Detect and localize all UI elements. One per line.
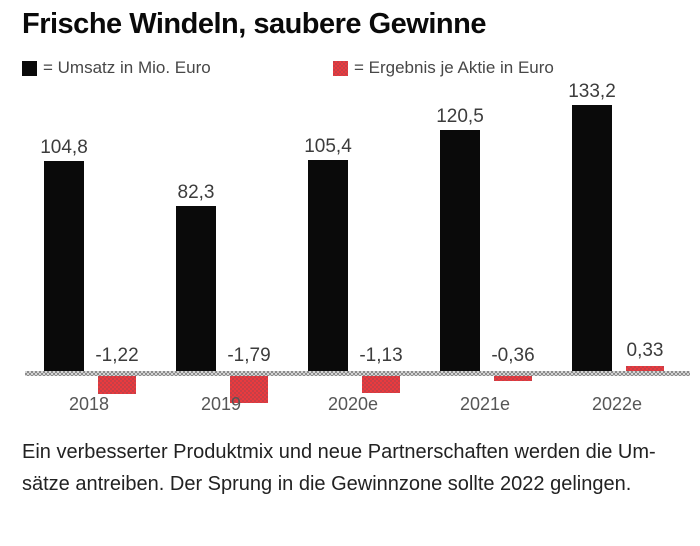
legend-item-umsatz: = Umsatz in Mio. Euro xyxy=(22,58,211,78)
umsatz-swatch-icon xyxy=(22,60,37,76)
umsatz-value-label: 82,3 xyxy=(177,182,215,203)
x-axis-label-2022e: 2022e xyxy=(591,394,643,414)
umsatz-bar-2020e xyxy=(308,160,348,371)
ergebnis-value-label: 0,33 xyxy=(626,340,664,361)
legend-label-umsatz: = Umsatz in Mio. Euro xyxy=(43,58,211,77)
x-axis-label-2021e: 2021e xyxy=(459,394,511,414)
umsatz-bar-2022e xyxy=(572,105,612,371)
ergebnis-value-label: -0,36 xyxy=(491,345,535,366)
x-axis-label-2019: 2019 xyxy=(200,394,242,414)
chart-caption: Ein verbesserter Produktmix und neue Par… xyxy=(22,436,684,500)
x-axis-label-2020e: 2020e xyxy=(327,394,379,414)
ergebnis-swatch-icon xyxy=(333,60,348,76)
caption-line-1: Ein verbesserter Produktmix und neue Par… xyxy=(22,441,656,463)
umsatz-bar-2019 xyxy=(176,206,216,371)
umsatz-bar-2018 xyxy=(44,161,84,371)
legend-label-ergebnis: = Ergebnis je Aktie in Euro xyxy=(354,58,554,77)
ergebnis-bar-2022e xyxy=(626,366,664,371)
umsatz-value-label: 104,8 xyxy=(40,137,88,158)
ergebnis-bar-2020e xyxy=(362,376,400,393)
zero-baseline xyxy=(25,371,690,376)
ergebnis-bar-2021e xyxy=(494,376,532,381)
ergebnis-value-label: -1,79 xyxy=(227,345,271,366)
umsatz-value-label: 133,2 xyxy=(568,81,616,102)
ergebnis-bar-2018 xyxy=(98,376,136,394)
caption-line-2: sätze antreiben. Der Sprung in die Gewin… xyxy=(22,473,632,495)
umsatz-value-label: 105,4 xyxy=(304,136,352,157)
legend-item-ergebnis: = Ergebnis je Aktie in Euro xyxy=(333,58,554,78)
ergebnis-value-label: -1,13 xyxy=(359,345,403,366)
ergebnis-bar-2019 xyxy=(230,376,268,403)
x-axis-label-2018: 2018 xyxy=(68,394,110,414)
umsatz-bar-2021e xyxy=(440,130,480,371)
ergebnis-value-label: -1,22 xyxy=(95,345,139,366)
chart-title: Frische Windeln, saubere Gewinne xyxy=(22,8,486,40)
umsatz-value-label: 120,5 xyxy=(436,106,484,127)
